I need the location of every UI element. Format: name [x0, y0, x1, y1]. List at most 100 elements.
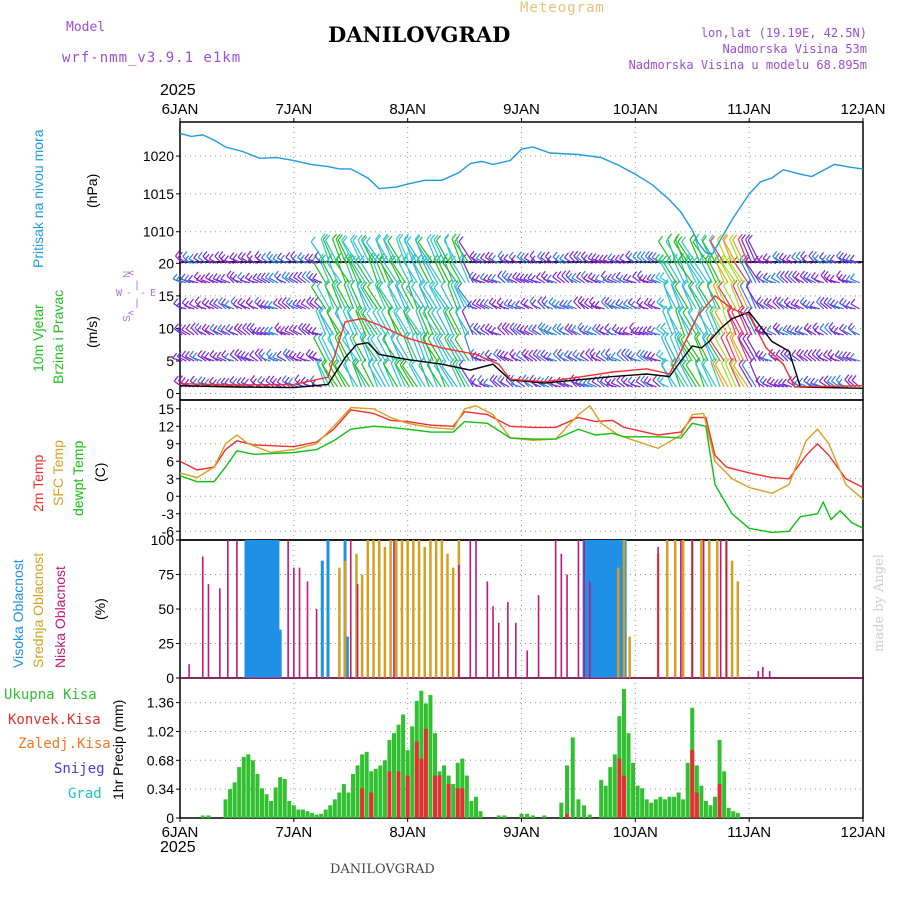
wind-barb	[280, 330, 291, 336]
wind-barb	[803, 327, 813, 336]
footer-title: DANILOVGRAD	[330, 862, 435, 877]
wind-barb-flag	[177, 324, 183, 331]
wind-barb	[814, 330, 824, 336]
wind-barb	[268, 277, 279, 284]
wind-barb	[726, 260, 741, 284]
wind-barb-flag	[483, 274, 489, 280]
wind-barb-flag	[368, 252, 374, 259]
wind-barb-flag	[388, 280, 393, 287]
wind-barb-flag	[604, 375, 610, 381]
wind-barb	[232, 303, 243, 310]
wind-barb-flag	[819, 252, 825, 258]
wind-barb-flag	[770, 272, 776, 279]
wind-barb-flag	[541, 296, 547, 303]
wind-barb-flag	[200, 274, 206, 280]
wind-barb-flag	[221, 350, 227, 356]
wind-barb	[443, 240, 458, 264]
wind-barb	[758, 303, 769, 310]
wind-barb-flag	[444, 332, 450, 339]
wind-barb-flag	[744, 256, 750, 262]
wind-barb-flag	[272, 352, 277, 358]
wind-barb	[312, 278, 322, 284]
cloud-bar-niska-oblacnost	[486, 581, 489, 678]
wind-barb-flag	[841, 274, 847, 281]
wind-barb-flag	[491, 274, 497, 280]
wind-barb	[441, 261, 458, 284]
wind-barb	[511, 356, 522, 362]
wind-barb-flag	[188, 274, 194, 281]
wind-barb	[355, 310, 367, 336]
wind-barb	[204, 304, 215, 310]
wind-barb	[775, 354, 785, 362]
wind-barb-flag	[242, 322, 248, 329]
wind-barb	[547, 357, 557, 362]
wind-barb-flag	[197, 350, 203, 356]
wind-barb-flag	[830, 325, 836, 332]
wind-barb	[189, 303, 199, 310]
wind-barb-flag	[807, 349, 813, 355]
wind-barb-flag	[267, 326, 273, 332]
wind-barb	[383, 364, 398, 388]
wind-barb	[240, 279, 251, 284]
wind-barb-flag	[540, 252, 546, 258]
wind-barb	[351, 260, 367, 284]
precip-bar-konvek-kisa	[423, 728, 428, 818]
wind-barb	[415, 240, 430, 264]
wind-barb-flag	[780, 348, 786, 355]
cloud-bar-srednja-oblacnost	[716, 540, 719, 678]
wind-barb-flag	[252, 378, 258, 384]
wind-barb	[174, 328, 183, 336]
wind-barb	[204, 329, 215, 336]
wind-barb	[305, 353, 315, 362]
wind-barb-flag	[614, 326, 620, 333]
wind-barb-flag	[786, 376, 792, 382]
y-tick-label: 100	[151, 532, 175, 548]
precip-bar-ukupna-kisa	[328, 805, 333, 818]
wind-barb	[333, 285, 347, 310]
wind-barb-flag	[300, 298, 306, 305]
wind-barb-flag	[438, 333, 444, 340]
wind-barb-flag	[847, 322, 853, 329]
wind-barb-flag	[791, 270, 797, 277]
wind-barb-flag	[621, 348, 627, 355]
wind-barb-flag	[510, 254, 516, 261]
wind-barb-flag	[635, 376, 641, 382]
wind-barb	[584, 302, 593, 310]
wind-barb	[395, 312, 410, 336]
wind-barb	[571, 277, 581, 284]
wind-barb	[780, 353, 789, 362]
wind-barb-flag	[765, 274, 771, 281]
precip-bar-konvek-kisa	[565, 813, 570, 818]
cloud-bar-srednja-oblacnost	[700, 540, 703, 678]
wind-barb	[181, 355, 191, 362]
wind-barb	[418, 310, 430, 336]
wind-barb-flag	[310, 236, 316, 243]
wind-barb-flag	[414, 233, 420, 240]
wind-barb	[212, 330, 223, 336]
wind-barb	[292, 329, 303, 336]
wind-barb	[531, 260, 542, 264]
precip-bar-ukupna-kisa	[323, 809, 328, 818]
wind-barb-flag	[658, 351, 664, 358]
precip-bar-ukupna-kisa	[662, 799, 667, 818]
wind-barb	[791, 257, 801, 264]
wind-barb-flag	[650, 300, 656, 307]
cloud-bar-srednja-oblacnost	[730, 560, 734, 678]
precip-bar-konvek-kisa	[432, 775, 437, 818]
wind-barb	[430, 286, 446, 310]
precip-bar-ukupna-kisa	[717, 739, 722, 818]
wind-barb-flag	[827, 297, 833, 304]
wind-barb-flag	[192, 377, 198, 384]
cloud-bar-srednja-oblacnost	[412, 540, 415, 678]
wind-barb-flag	[632, 271, 638, 277]
wind-barb-flag	[257, 376, 263, 382]
wind-barb-flag	[523, 325, 529, 331]
wind-barb-flag	[244, 352, 250, 358]
wind-barb	[591, 356, 601, 362]
wind-barb-flag	[646, 273, 652, 280]
wind-barb-flag	[489, 374, 495, 381]
wind-barb-flag	[808, 250, 814, 257]
wind-barb-flag	[208, 274, 214, 280]
wind-barb-flag	[220, 254, 226, 260]
wind-barb-flag	[761, 353, 767, 359]
